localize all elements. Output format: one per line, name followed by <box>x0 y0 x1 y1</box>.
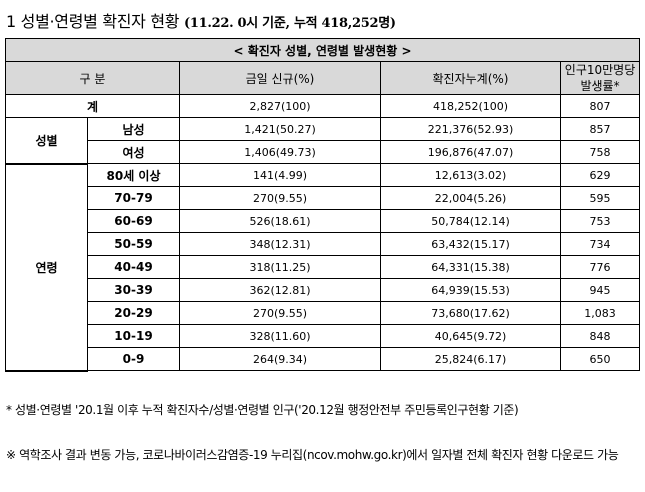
table-caption-row: < 확진자 성별, 연령별 발생현황 > <box>4 38 641 62</box>
cell-per100k: 857 <box>559 117 641 141</box>
row-label: 0-9 <box>87 347 180 371</box>
table-row-age: 60-69 526(18.61) 50,784(12.14) 753 <box>6 209 641 233</box>
cell-per100k: 945 <box>559 278 641 302</box>
table-row-age: 40-49 318(11.25) 64,331(15.38) 776 <box>6 255 641 279</box>
row-label: 20-29 <box>87 301 180 325</box>
cell-cumulative: 25,824(6.17) <box>380 347 561 371</box>
cell-today-new: 270(9.55) <box>179 186 381 210</box>
footnote-incidence: * 성별·연령별 '20.1월 이후 누적 확진자수/성별·연령별 인구('20… <box>6 403 519 417</box>
cell-cumulative: 22,004(5.26) <box>380 186 561 210</box>
cell-per100k: 595 <box>559 186 641 210</box>
table-row-age: 50-59 348(12.31) 63,432(15.17) 734 <box>6 232 641 256</box>
cell-cumulative: 196,876(47.07) <box>380 140 561 164</box>
table-row-age: 연령 80세 이상 141(4.99) 12,613(3.02) 629 <box>5 163 641 372</box>
group-label-sex: 성별 <box>5 117 88 165</box>
cell-per100k: 776 <box>559 255 641 279</box>
cell-cumulative: 418,252(100) <box>380 94 561 118</box>
header-cumulative: 확진자누계(%) <box>380 61 561 95</box>
cell-today-new: 348(12.31) <box>179 232 381 256</box>
table-row-female: 여성 1,406(49.73) 196,876(47.07) 758 <box>6 140 641 164</box>
cell-per100k: 734 <box>559 232 641 256</box>
row-label: 50-59 <box>87 232 180 256</box>
row-label: 30-39 <box>87 278 180 302</box>
cell-cumulative: 64,331(15.38) <box>380 255 561 279</box>
footnote-download: ※ 역학조사 결과 변동 가능, 코로나바이러스감염증-19 누리집(ncov.… <box>6 448 619 462</box>
table-row-age: 0-9 264(9.34) 25,824(6.17) 650 <box>6 347 641 371</box>
cases-table: < 확진자 성별, 연령별 발생현황 > 구 분 금일 신규(%) 확진자누계(… <box>4 38 641 372</box>
cell-today-new: 1,406(49.73) <box>179 140 381 164</box>
cell-cumulative: 73,680(17.62) <box>380 301 561 325</box>
heading-title: 1 성별·연령별 확진자 현황 <box>6 12 180 31</box>
header-category: 구 분 <box>5 61 180 95</box>
cell-today-new: 141(4.99) <box>179 163 381 187</box>
cell-cumulative: 64,939(15.53) <box>380 278 561 302</box>
cell-per100k: 807 <box>559 94 641 118</box>
table-row-age: 10-19 328(11.60) 40,645(9.72) 848 <box>6 324 641 348</box>
cell-per100k: 1,083 <box>559 301 641 325</box>
heading-subtitle: (11.22. 0시 기준, 누적 418,252명) <box>184 16 396 31</box>
table-row-male: 성별 남성 1,421(50.27) 221,376(52.93) 857 <box>5 117 641 165</box>
cell-per100k: 629 <box>559 163 641 187</box>
cell-cumulative: 50,784(12.14) <box>380 209 561 233</box>
row-label: 계 <box>5 94 180 118</box>
table-row-total: 계 2,827(100) 418,252(100) 807 <box>5 94 641 118</box>
row-label: 70-79 <box>87 186 180 210</box>
table-row-age: 70-79 270(9.55) 22,004(5.26) 595 <box>6 186 641 210</box>
row-label: 40-49 <box>87 255 180 279</box>
cell-today-new: 264(9.34) <box>179 347 381 371</box>
cell-cumulative: 40,645(9.72) <box>380 324 561 348</box>
cell-today-new: 318(11.25) <box>179 255 381 279</box>
cell-per100k: 848 <box>559 324 641 348</box>
row-label: 60-69 <box>87 209 180 233</box>
cell-today-new: 328(11.60) <box>179 324 381 348</box>
cell-cumulative: 12,613(3.02) <box>380 163 561 187</box>
group-label-age: 연령 <box>5 163 88 372</box>
cell-per100k: 753 <box>559 209 641 233</box>
table-row-age: 30-39 362(12.81) 64,939(15.53) 945 <box>6 278 641 302</box>
cell-today-new: 362(12.81) <box>179 278 381 302</box>
table-caption: < 확진자 성별, 연령별 발생현황 > <box>4 38 641 62</box>
cell-today-new: 1,421(50.27) <box>179 117 381 141</box>
cell-today-new: 2,827(100) <box>179 94 381 118</box>
table-row-age: 20-29 270(9.55) 73,680(17.62) 1,083 <box>6 301 641 325</box>
cell-today-new: 526(18.61) <box>179 209 381 233</box>
page-heading: 1 성별·연령별 확진자 현황 (11.22. 0시 기준, 누적 418,25… <box>6 8 640 32</box>
cell-today-new: 270(9.55) <box>179 301 381 325</box>
cell-per100k: 650 <box>559 347 641 371</box>
row-label: 80세 이상 <box>87 163 180 187</box>
cell-cumulative: 63,432(15.17) <box>380 232 561 256</box>
row-label: 여성 <box>87 140 180 164</box>
row-label: 남성 <box>87 117 180 141</box>
header-today-new: 금일 신규(%) <box>179 61 381 95</box>
table-header-row: 구 분 금일 신규(%) 확진자누계(%) 인구10만명당 발생률* <box>5 61 641 95</box>
header-per100k: 인구10만명당 발생률* <box>559 61 641 95</box>
cell-cumulative: 221,376(52.93) <box>380 117 561 141</box>
row-label: 10-19 <box>87 324 180 348</box>
cell-per100k: 758 <box>559 140 641 164</box>
